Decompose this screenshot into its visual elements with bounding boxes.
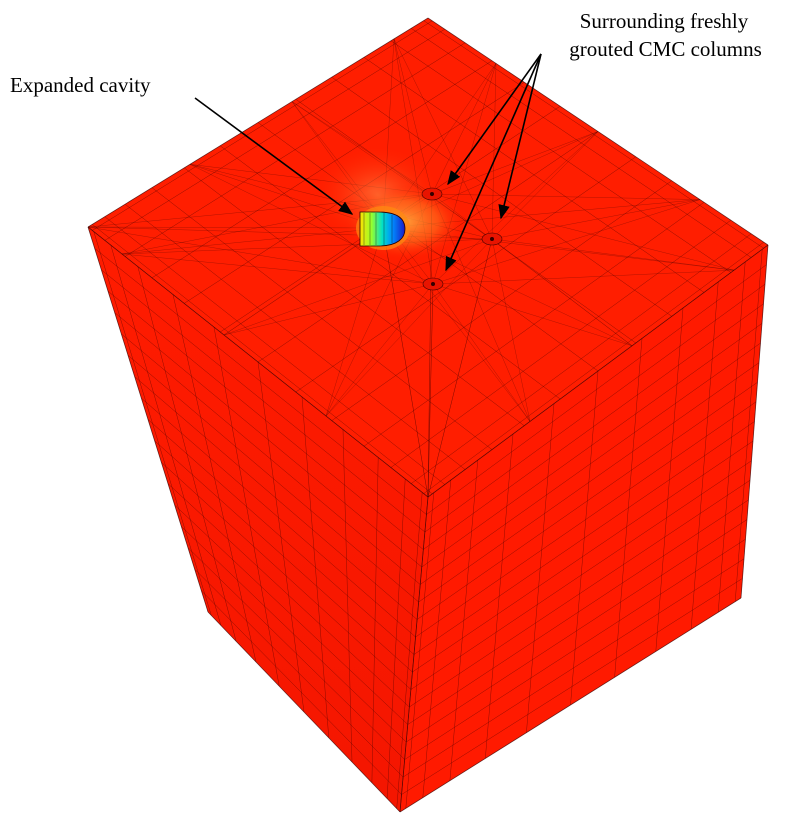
cmc-columns-label-line-1: Surrounding freshly (579, 9, 749, 33)
right-face (400, 245, 768, 812)
column-arrow-2 (498, 53, 542, 220)
expanded-cavity (356, 206, 410, 250)
column-arrow-1 (447, 53, 542, 186)
cmc-column-3 (422, 277, 444, 291)
left-face (88, 227, 428, 812)
cmc-columns-label-line-2: grouted CMC columns (569, 37, 762, 61)
finite-element-mesh (87, 17, 769, 813)
column-arrow-3 (445, 53, 542, 272)
top-face (88, 18, 768, 497)
cavity-arrow (194, 97, 354, 215)
cmc-column-2 (481, 232, 503, 246)
cmc-column-1 (421, 187, 443, 201)
annotation-arrows (194, 53, 542, 272)
soil-block (88, 18, 768, 812)
expanded-cavity-label: Expanded cavity (10, 73, 151, 97)
cmc-columns (421, 187, 503, 291)
cmc-columns-label: Surrounding freshly grouted CMC columns (539, 7, 789, 63)
